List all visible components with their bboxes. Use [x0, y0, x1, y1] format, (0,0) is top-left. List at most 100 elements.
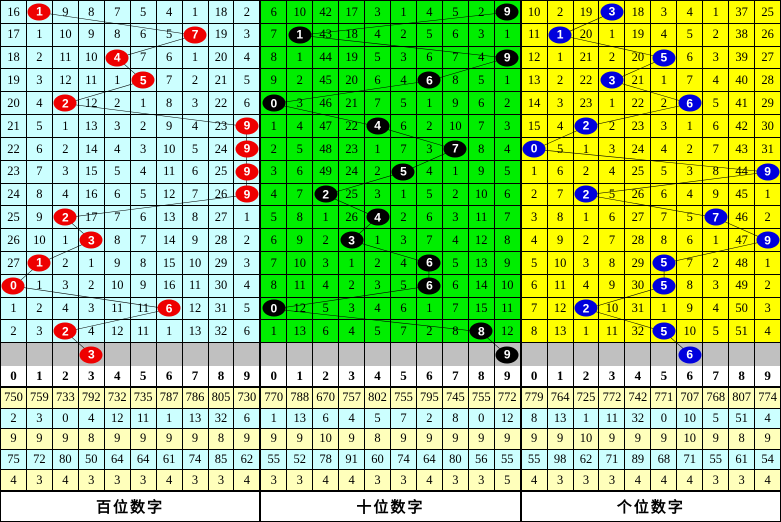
hit-ball[interactable]: 9	[756, 163, 780, 181]
hit-ball[interactable]: 3	[79, 231, 103, 249]
panel-hundreds[interactable]: 1611987541182171109865771931821110447612…	[1, 1, 262, 366]
hit-ball[interactable]: 9	[495, 3, 519, 21]
hit-ball[interactable]: 3	[600, 3, 624, 21]
hit-ball[interactable]: 0	[262, 299, 286, 317]
trend-cell-value: 1	[764, 255, 771, 270]
hit-ball[interactable]: 6	[678, 94, 702, 112]
hit-ball[interactable]: 7	[443, 140, 467, 158]
hit-ball[interactable]: 9	[495, 346, 519, 364]
hit-ball[interactable]: 0	[522, 140, 546, 158]
hit-ball[interactable]: 1	[27, 3, 51, 21]
hit-ball[interactable]: 8	[469, 322, 493, 340]
trend-cell-value: 9	[452, 95, 459, 110]
stats-area: 0 1 2 3 4 5 6 7 8 9 750 759 733 792 732 735 787 786 805 730…	[1, 366, 781, 521]
trend-cell: 29	[755, 92, 780, 116]
hit-ball[interactable]: 9	[756, 231, 780, 249]
hit-ball[interactable]: 7	[704, 208, 728, 226]
trend-cell-value: 2	[243, 232, 251, 247]
hit-ball[interactable]: 9	[235, 163, 259, 181]
trend-row: 4 7 22 25 3 1 5 2 10 6	[261, 183, 520, 207]
hit-ball[interactable]: 5	[652, 277, 676, 295]
trend-row: 7 10 3 1 2 4 66 5 13 9	[261, 251, 520, 275]
trend-cell: 7	[156, 69, 183, 93]
hit-ball[interactable]: 0	[262, 94, 286, 112]
hit-ball[interactable]: 4	[366, 117, 390, 135]
trend-cell-value: 47	[319, 118, 332, 133]
panel-tens[interactable]: 6104217314529971143184256318144195367499…	[261, 1, 522, 366]
trend-cell-value: 4	[478, 50, 485, 65]
trend-cell: 5	[26, 115, 53, 138]
trend-cell-value: 8	[712, 164, 719, 179]
hit-ball[interactable]: 5	[652, 322, 676, 340]
hit-ball[interactable]: 3	[340, 231, 364, 249]
trend-cell: 9	[468, 160, 495, 184]
hit-ball[interactable]: 7	[183, 26, 207, 44]
trend-cell-value: 11	[111, 301, 124, 316]
trend-cell-value: 10	[59, 27, 72, 42]
hit-ball[interactable]: 1	[27, 254, 51, 272]
trend-cell-value: 3	[374, 278, 381, 293]
hit-ball[interactable]: 5	[652, 254, 676, 272]
hit-ball[interactable]: 9	[495, 49, 519, 67]
trend-cell-value: 4	[243, 50, 251, 65]
stats-cell: 9	[521, 429, 548, 450]
trend-cell-value: 4	[504, 141, 511, 156]
hit-ball[interactable]: 3	[600, 71, 624, 89]
hit-ball[interactable]: 5	[652, 49, 676, 67]
hit-ball[interactable]: 2	[314, 185, 338, 203]
stats-cell: 9	[416, 429, 443, 450]
stats-cell: 4	[677, 470, 704, 491]
trend-cell-value: 6	[140, 27, 147, 42]
trend-cell	[365, 343, 392, 366]
hit-ball[interactable]: 5	[391, 163, 415, 181]
hit-ball[interactable]: 9	[235, 117, 259, 135]
hit-ball[interactable]: 2	[574, 299, 598, 317]
trend-cell: 5	[468, 69, 495, 93]
hit-ball[interactable]: 6	[678, 346, 702, 364]
trend-cell	[234, 343, 260, 366]
hit-ball[interactable]: 2	[53, 208, 77, 226]
trend-row: 692331374128	[261, 229, 520, 252]
trend-cell-value: 1	[582, 141, 590, 156]
trend-cell-value: 25	[214, 164, 228, 179]
trend-cell-value: 1	[165, 324, 173, 339]
trend-cell-value: 2	[243, 4, 251, 19]
trend-cell-value: 20	[214, 50, 228, 65]
hit-ball[interactable]: 1	[288, 26, 312, 44]
trend-row: 3 6 49 24 2 55 4 1 9 5	[261, 160, 520, 184]
hit-ball[interactable]: 0	[1, 277, 25, 295]
stats-cell: 4	[1, 470, 27, 491]
trend-cell-value: 20	[579, 27, 593, 42]
panel-ones[interactable]: 1021933183413725111120119452382612121220…	[521, 1, 780, 366]
trend-cell: 2	[755, 206, 780, 230]
hit-ball[interactable]: 3	[79, 346, 103, 364]
hit-ball[interactable]: 6	[157, 299, 181, 317]
hit-ball[interactable]: 6	[417, 277, 441, 295]
hit-ball[interactable]: 6	[417, 254, 441, 272]
hit-ball[interactable]: 9	[235, 140, 259, 158]
hit-ball[interactable]: 5	[131, 71, 155, 89]
trend-cell-value: 25	[761, 4, 774, 19]
hit-ball[interactable]: 6	[417, 71, 441, 89]
trend-cell: 4	[521, 229, 548, 252]
hit-ball[interactable]: 2	[53, 94, 77, 112]
hit-ball[interactable]: 9	[235, 185, 259, 203]
hit-ball[interactable]: 2	[574, 117, 598, 135]
trend-cell: 23	[339, 137, 366, 161]
trend-cell-value: 21	[7, 118, 20, 133]
trend-cell-value: 8	[531, 324, 538, 339]
hit-ball[interactable]: 2	[574, 185, 598, 203]
trend-cell-value: 15	[162, 255, 176, 270]
stats-cell: 74	[182, 449, 209, 471]
trend-cell-value: 31	[214, 301, 228, 316]
hit-ball[interactable]: 1	[548, 26, 572, 44]
hit-ball[interactable]: 4	[366, 208, 390, 226]
hit-ball[interactable]: 4	[105, 49, 129, 67]
trend-cell-value: 2	[556, 4, 564, 19]
trend-cell-value: 11	[554, 278, 567, 293]
trend-cell-value: 12	[527, 50, 541, 65]
hit-ball[interactable]: 2	[53, 322, 77, 340]
trend-cell-value: 5	[165, 27, 173, 42]
trend-cell: 31	[755, 137, 780, 161]
